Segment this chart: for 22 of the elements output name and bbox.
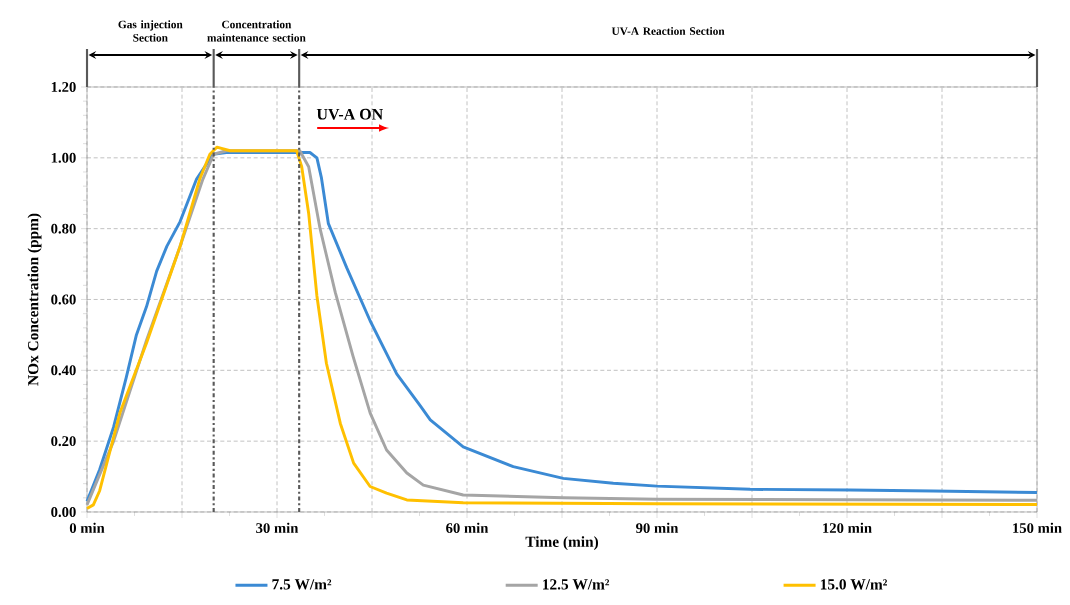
- x-tick-label: 90 min: [636, 522, 679, 534]
- y-tick-label: 0.60: [51, 294, 76, 305]
- text: UV-A Reaction Section: [611, 26, 725, 35]
- y-tick-label: 1.20: [51, 82, 76, 92]
- x-axis-title: Time (min): [525, 536, 599, 551]
- y-tick-label: 0.00: [51, 507, 76, 517]
- legend-label: 7.5 W/m²: [272, 579, 332, 590]
- y-tick-label: 1.00: [51, 152, 76, 163]
- x-tick-label: 60 min: [446, 522, 489, 534]
- annotation: UV-A ON: [316, 108, 384, 120]
- y-tick-label: 0.40: [51, 365, 76, 376]
- x-tick-label: 30 min: [256, 522, 299, 534]
- y-tick-label: 0.80: [51, 223, 76, 234]
- legend-label: 12.5 W/m²: [543, 579, 610, 590]
- legend-label: 15.0 W/m²: [820, 579, 887, 590]
- x-tick-label: 150 min: [1013, 522, 1062, 534]
- y-axis-title: NOx Concentration (ppm): [27, 213, 42, 386]
- x-tick-label: 120 min: [823, 522, 872, 534]
- y-tick-label: 0.20: [51, 436, 76, 447]
- x-tick-label: 0 min: [69, 522, 105, 534]
- text: Concentration maintenance section: [207, 20, 306, 42]
- text: Gas injection Section: [118, 20, 183, 42]
